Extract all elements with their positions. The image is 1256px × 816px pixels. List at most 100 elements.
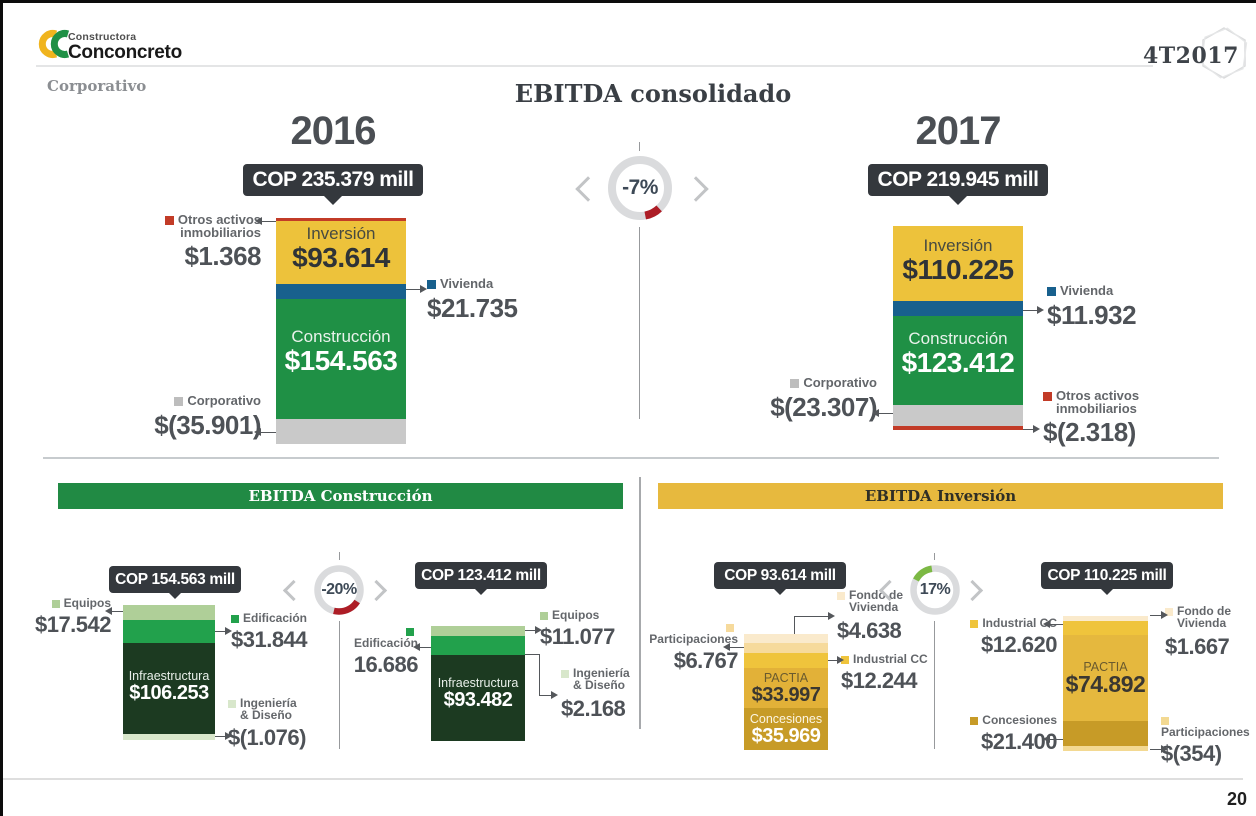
callout-corporativo-2016: Corporativo $(35.901)	[143, 394, 261, 439]
legend-square-ingenieria	[228, 700, 236, 708]
callout-value: $11.077	[540, 624, 615, 649]
callout-label: Participaciones	[1161, 725, 1250, 739]
segment-label: Infraestructura	[437, 676, 519, 690]
callout-value: $12.620	[980, 632, 1058, 657]
badge-pointer	[168, 592, 182, 599]
segment-fondo-2017	[1063, 616, 1148, 621]
legend-square-ingenieria	[561, 670, 569, 678]
connector-line	[215, 736, 225, 737]
segment-corporativo-2016	[276, 419, 406, 444]
segment-value: $35.969	[751, 725, 821, 747]
callout-label2: inmobiliarios	[180, 225, 261, 240]
connector-elbow-v	[794, 616, 795, 634]
company-logo-icon	[38, 30, 70, 58]
change-value-inversion: 17%	[919, 581, 951, 598]
arrowhead	[225, 732, 232, 740]
period-badge: 4T2017	[1143, 43, 1239, 69]
total-badge-2016: COP 235.379 mill	[243, 164, 423, 196]
chevron-left-icon	[575, 176, 601, 202]
segment-otros-activos-2017	[893, 426, 1023, 430]
callout-label: Corporativo	[187, 393, 261, 408]
stacked-bar-consolidated-2017: Inversión $110.225 Construcción $123.412	[893, 226, 1023, 430]
hexagon-ornament	[1200, 27, 1248, 79]
arrowhead	[1033, 425, 1040, 433]
legend-square-equipos	[51, 600, 60, 608]
callout-label: Fondo de	[849, 588, 903, 602]
callout-label: Ingeniería	[240, 696, 297, 710]
arrowhead	[723, 643, 730, 651]
legend-square-participaciones	[1161, 717, 1169, 725]
callout-label: Vivienda	[440, 276, 494, 291]
guide-line	[339, 621, 340, 749]
chevron-right-icon	[365, 579, 388, 602]
stacked-bar-inversion-2017: PACTIA $74.892	[1063, 616, 1148, 751]
arrowhead	[1043, 735, 1050, 743]
connector-line	[1049, 739, 1063, 740]
segment-label: PACTIA	[1083, 660, 1128, 674]
legend-square-fondo	[1165, 608, 1173, 616]
callout-value: $(354)	[1161, 741, 1222, 766]
badge-pointer	[773, 588, 787, 595]
arrowhead	[1161, 745, 1168, 753]
callout-vivienda-2017: Vivienda $11.932	[1047, 284, 1137, 329]
connector-line	[525, 630, 535, 631]
callout-value: $(35.901)	[154, 410, 261, 440]
segment-participaciones-2017	[1063, 746, 1148, 751]
callout-label: Industrial CC	[853, 652, 928, 666]
callout-otros-2016: Otros activos inmobiliarios $1.368	[153, 213, 262, 270]
badge-pointer-2017	[949, 196, 967, 205]
callout-industrial-2016: Industrial CC $12.244	[841, 653, 928, 692]
callout-value: 16.686	[353, 652, 419, 677]
callout-value: $31.844	[231, 627, 308, 652]
callout-ingenieria-2016: Ingeniería & Diseño $(1.076)	[228, 697, 306, 749]
stacked-bar-construccion-2016: Infraestructura $106.253	[123, 605, 215, 740]
connector-elbow-h2	[539, 695, 551, 696]
callout-value: $(1.076)	[228, 725, 306, 750]
segment-value: $93.614	[292, 242, 390, 273]
legend-square-vivienda	[427, 280, 436, 289]
callout-label: Otros activos	[1056, 388, 1140, 403]
arrowhead	[1043, 620, 1050, 628]
connector-line	[1023, 429, 1033, 430]
callout-equipos-2016: Equipos $17.542	[31, 597, 112, 636]
badge-inversion-2016: COP 93.614 mill	[714, 562, 846, 589]
legend-square-industrial	[970, 620, 979, 628]
segment-vivienda-2016	[276, 284, 406, 299]
arrowhead	[1161, 611, 1168, 619]
callout-equipos-2017: Equipos $11.077	[540, 609, 615, 648]
callout-otros-2017: Otros activos inmobiliarios $(2.318)	[1043, 389, 1139, 446]
page-number: 20	[1226, 789, 1247, 809]
callout-label: Ingeniería	[573, 666, 630, 680]
badge-construccion-2016: COP 154.563 mill	[109, 566, 241, 593]
arrowhead	[255, 217, 262, 225]
callout-label2: Vivienda	[1177, 616, 1227, 630]
arrowhead	[828, 612, 835, 620]
year-2017: 2017	[915, 109, 1002, 153]
header-divider	[36, 65, 1153, 67]
company-logo-text: Constructora Conconcreto	[68, 31, 182, 64]
logo-line1: Constructora	[68, 31, 137, 43]
guide-line	[934, 621, 935, 749]
segment-label: Construcción	[908, 329, 1008, 348]
connector-elbow-h1	[525, 654, 540, 655]
badge-construccion-2017: COP 123.412 mill	[415, 562, 547, 589]
callout-value: $21.400	[980, 729, 1058, 754]
callout-fondo-2016: Fondo de Vivienda $4.638	[837, 589, 903, 642]
connector-line	[1150, 749, 1161, 750]
segment-pactia-2017: PACTIA $74.892	[1063, 635, 1148, 721]
banner-construccion: EBITDA Construcción	[58, 483, 623, 509]
connector-line	[1049, 624, 1063, 625]
legend-square-corporativo	[174, 397, 184, 406]
segment-corporativo-2017	[893, 405, 1023, 426]
donut-tick	[934, 553, 935, 560]
page-title: EBITDA consolidado	[514, 79, 792, 108]
connector-line	[879, 413, 893, 414]
legend-square-vivienda	[1047, 287, 1056, 296]
callout-value: $4.638	[837, 618, 902, 643]
badge-pointer	[474, 588, 488, 595]
connector-line	[112, 611, 123, 612]
chevron-right-icon	[961, 579, 984, 602]
center-guide-line	[639, 227, 640, 419]
stacked-bar-inversion-2016: PACTIA $33.997 Concesiones $35.969	[744, 634, 828, 750]
